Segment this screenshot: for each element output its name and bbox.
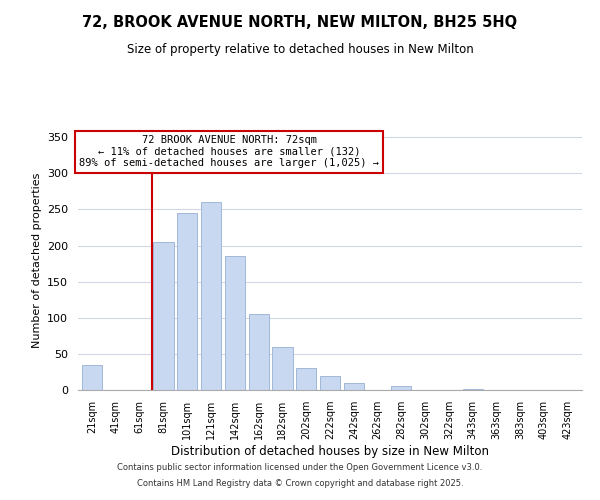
Bar <box>177 213 197 390</box>
Bar <box>296 368 316 390</box>
Bar <box>82 364 103 390</box>
X-axis label: Distribution of detached houses by size in New Milton: Distribution of detached houses by size … <box>171 445 489 458</box>
Bar <box>344 383 364 390</box>
Bar <box>225 256 245 390</box>
Text: Size of property relative to detached houses in New Milton: Size of property relative to detached ho… <box>127 42 473 56</box>
Bar <box>154 242 173 390</box>
Y-axis label: Number of detached properties: Number of detached properties <box>32 172 41 348</box>
Bar <box>248 314 269 390</box>
Bar <box>272 346 293 390</box>
Bar <box>463 388 483 390</box>
Text: Contains HM Land Registry data © Crown copyright and database right 2025.: Contains HM Land Registry data © Crown c… <box>137 478 463 488</box>
Text: 72 BROOK AVENUE NORTH: 72sqm
← 11% of detached houses are smaller (132)
89% of s: 72 BROOK AVENUE NORTH: 72sqm ← 11% of de… <box>79 135 379 168</box>
Bar <box>391 386 412 390</box>
Text: 72, BROOK AVENUE NORTH, NEW MILTON, BH25 5HQ: 72, BROOK AVENUE NORTH, NEW MILTON, BH25… <box>82 15 518 30</box>
Bar <box>320 376 340 390</box>
Text: Contains public sector information licensed under the Open Government Licence v3: Contains public sector information licen… <box>118 464 482 472</box>
Bar <box>201 202 221 390</box>
